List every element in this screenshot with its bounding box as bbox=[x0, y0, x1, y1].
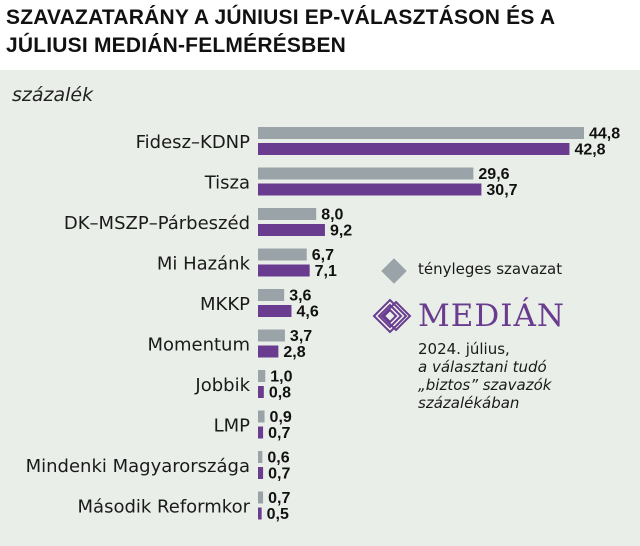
value-label-actual: 0,6 bbox=[267, 450, 289, 467]
category-label: Mi Hazánk bbox=[157, 254, 251, 275]
value-label-actual: 3,6 bbox=[289, 288, 311, 305]
bar-actual bbox=[258, 370, 266, 382]
value-label-actual: 1,0 bbox=[270, 369, 292, 386]
bar-median bbox=[258, 264, 310, 277]
value-label-median: 9,2 bbox=[330, 223, 352, 240]
value-label-actual: 0,9 bbox=[270, 409, 292, 426]
value-label-median: 0,7 bbox=[268, 425, 290, 442]
category-label: MKKP bbox=[200, 294, 250, 315]
bar-median bbox=[258, 426, 264, 439]
bar-median bbox=[258, 305, 292, 317]
value-label-actual: 29,6 bbox=[478, 166, 509, 183]
value-label-median: 42,8 bbox=[574, 142, 605, 159]
median-brand-text: MEDIÁN bbox=[418, 298, 565, 334]
bar-actual bbox=[258, 491, 264, 504]
bar-actual bbox=[258, 451, 263, 463]
value-label-median: 7,1 bbox=[315, 263, 337, 280]
bar-median bbox=[258, 224, 325, 236]
bar-actual bbox=[258, 127, 584, 139]
note-line-2: a választani tudó bbox=[418, 358, 547, 376]
value-label-actual: 6,7 bbox=[312, 247, 334, 264]
category-label: Második Reformkor bbox=[78, 497, 251, 518]
unit-label: százalék bbox=[12, 84, 94, 106]
category-label: DK–MSZP–Párbeszéd bbox=[64, 213, 250, 234]
bar-median bbox=[258, 345, 279, 358]
category-label: LMP bbox=[214, 416, 251, 437]
value-label-median: 0,8 bbox=[269, 385, 291, 402]
value-label-actual: 8,0 bbox=[321, 207, 343, 224]
note-line-4: százalékában bbox=[418, 394, 520, 412]
bar-median bbox=[258, 507, 262, 520]
note-line-3: „biztos” szavazók bbox=[418, 376, 552, 394]
category-label: Mindenki Magyarországa bbox=[26, 456, 250, 477]
bar-median bbox=[258, 143, 570, 155]
note-line-1: 2024. július, bbox=[418, 340, 510, 358]
value-label-median: 2,8 bbox=[283, 344, 305, 361]
bar-median bbox=[258, 183, 482, 196]
median-note: 2024. július, a választani tudó „biztos”… bbox=[418, 340, 618, 412]
value-label-median: 0,7 bbox=[268, 466, 290, 483]
bar-actual bbox=[258, 208, 317, 220]
bar-median bbox=[258, 386, 264, 398]
bar-actual bbox=[258, 329, 285, 342]
bar-actual bbox=[258, 167, 474, 180]
category-label: Momentum bbox=[147, 335, 250, 356]
category-label: Fidesz–KDNP bbox=[136, 132, 251, 153]
value-label-median: 0,5 bbox=[267, 506, 289, 523]
value-label-actual: 44,8 bbox=[589, 126, 620, 143]
value-label-median: 4,6 bbox=[296, 304, 318, 321]
bar-actual bbox=[258, 248, 307, 261]
bar-actual bbox=[258, 289, 285, 301]
category-label: Tisza bbox=[204, 173, 250, 194]
category-label: Jobbik bbox=[194, 375, 250, 396]
bar-median bbox=[258, 467, 264, 479]
value-label-actual: 0,7 bbox=[268, 490, 290, 507]
bar-actual bbox=[258, 410, 265, 423]
value-label-actual: 3,7 bbox=[290, 328, 312, 345]
median-logo-icon bbox=[372, 298, 412, 334]
value-label-median: 30,7 bbox=[486, 182, 517, 199]
legend-actual-label: tényleges szavazat bbox=[418, 260, 563, 278]
chart-title: SZAVAZATARÁNY A JÚNIUSI EP-VÁLASZTÁSON É… bbox=[6, 6, 555, 57]
